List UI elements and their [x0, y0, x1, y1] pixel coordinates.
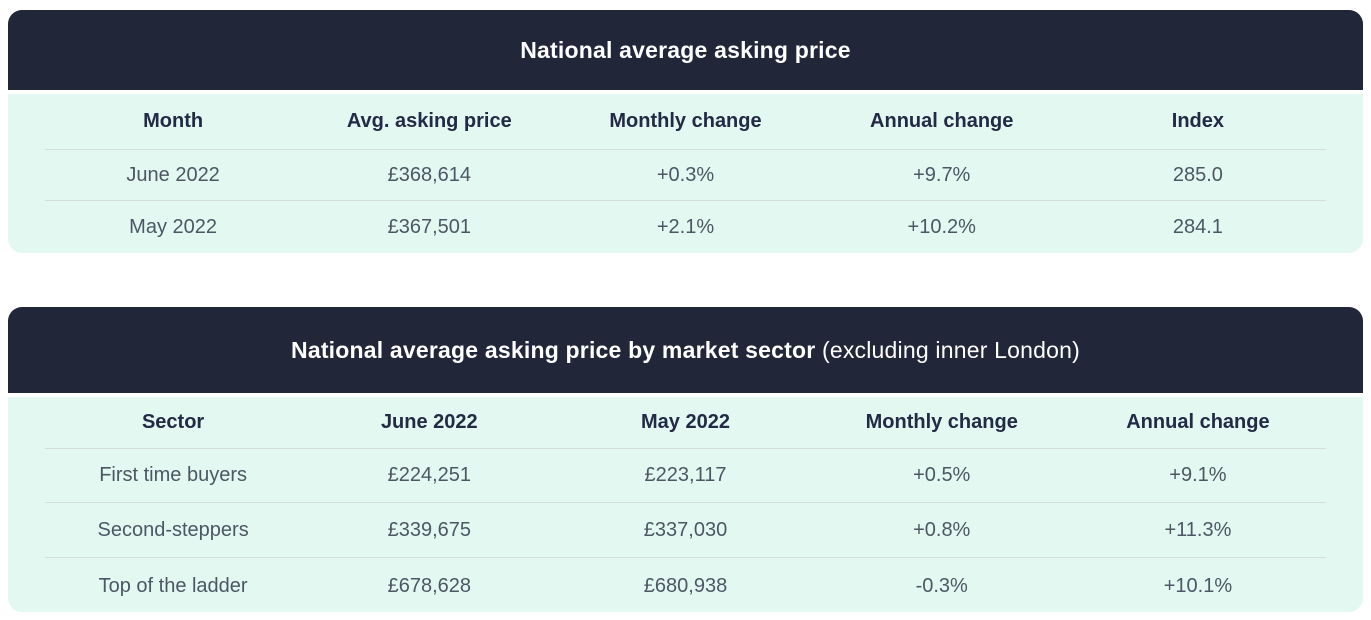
column-header-monthly-change: Monthly change	[609, 110, 762, 132]
cell-avg-price: £367,501	[387, 216, 472, 238]
column-header-month: Month	[143, 110, 204, 132]
cell-monthly-change: +2.1%	[656, 216, 715, 238]
cell-avg-price: £368,614	[387, 163, 472, 186]
column-header-sector: Sector	[141, 411, 205, 433]
table1: Month Avg. asking price Monthly change A…	[8, 94, 1363, 253]
cell-month: May 2022	[129, 216, 218, 238]
cell-may-price: £680,938	[643, 574, 728, 597]
cell-monthly-change: +0.5%	[913, 464, 971, 486]
cell-monthly-change: +0.3%	[656, 163, 715, 186]
cell-june-price: £339,675	[387, 518, 472, 541]
table2-title-suffix: (excluding inner London)	[815, 336, 1080, 363]
table2: Sector June 2022 May 2022 Monthly change…	[8, 397, 1363, 612]
column-header-monthly-change: Monthly change	[865, 411, 1018, 433]
table-row-first-time-buyers: First time buyers £224,251 £223,117 +0.5…	[45, 449, 1326, 503]
cell-monthly-change: +0.8%	[913, 518, 971, 541]
cell-annual-change: +11.3%	[1164, 518, 1232, 541]
table-row-top-of-the-ladder: Top of the ladder £678,628 £680,938 -0.3…	[45, 558, 1326, 614]
table1-title-banner: National average asking price	[8, 10, 1363, 90]
table2-title: National average asking price by market …	[291, 337, 1080, 364]
cell-annual-change: +9.7%	[913, 163, 971, 186]
cell-june-price: £224,251	[387, 464, 472, 486]
cell-sector: First time buyers	[99, 464, 247, 486]
column-header-may-2022: May 2022	[641, 411, 730, 433]
cell-may-price: £337,030	[643, 518, 728, 541]
column-header-annual-change: Annual change	[870, 110, 1014, 132]
cell-monthly-change: -0.3%	[915, 574, 968, 597]
column-header-avg-price: Avg. asking price	[346, 110, 512, 132]
cell-annual-change: +9.1%	[1169, 464, 1227, 486]
table2-header-row: Sector June 2022 May 2022 Monthly change…	[45, 397, 1326, 449]
cell-annual-change: +10.1%	[1163, 574, 1233, 597]
column-header-index: Index	[1171, 110, 1225, 132]
column-header-june-2022: June 2022	[380, 411, 478, 433]
cell-sector: Second-steppers	[97, 518, 249, 541]
table-row-june-2022: June 2022 £368,614 +0.3% +9.7% 285.0	[45, 150, 1326, 201]
table2-title-bold: National average asking price by market …	[291, 336, 816, 363]
cell-annual-change: +10.2%	[907, 216, 976, 238]
table-row-second-steppers: Second-steppers £339,675 £337,030 +0.8% …	[45, 503, 1326, 558]
cell-sector: Top of the ladder	[98, 574, 248, 597]
table2-title-banner: National average asking price by market …	[8, 307, 1363, 393]
column-header-annual-change: Annual change	[1126, 411, 1270, 433]
cell-index: 285.0	[1172, 163, 1223, 186]
cell-june-price: £678,628	[387, 574, 472, 597]
table1-header-row: Month Avg. asking price Monthly change A…	[45, 94, 1326, 150]
cell-index: 284.1	[1172, 216, 1223, 238]
table1-title: National average asking price	[520, 36, 851, 63]
table-row-may-2022: May 2022 £367,501 +2.1% +10.2% 284.1	[45, 201, 1326, 254]
cell-may-price: £223,117	[644, 464, 727, 486]
cell-month: June 2022	[126, 163, 220, 186]
